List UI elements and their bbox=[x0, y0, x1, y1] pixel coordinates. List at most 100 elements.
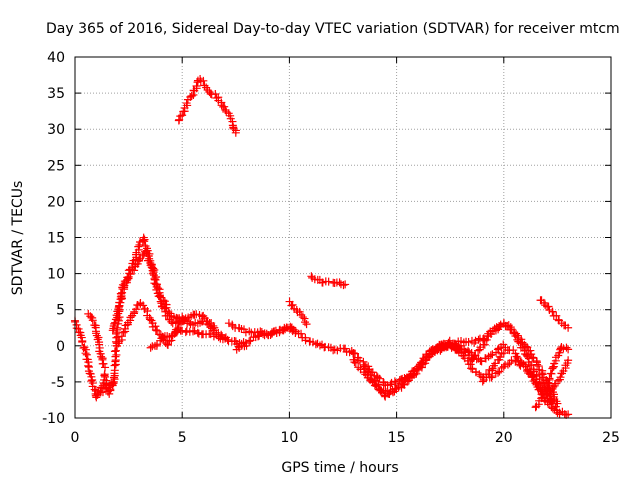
data-point bbox=[503, 360, 512, 369]
data-point bbox=[111, 318, 120, 327]
data-point bbox=[173, 327, 182, 336]
data-point bbox=[187, 91, 196, 100]
data-point bbox=[548, 307, 557, 316]
data-point bbox=[490, 324, 499, 333]
data-point bbox=[514, 337, 523, 346]
series-arc-5 bbox=[113, 298, 219, 351]
data-point bbox=[371, 376, 380, 385]
data-point bbox=[110, 319, 119, 328]
data-point bbox=[152, 280, 161, 289]
data-point bbox=[511, 357, 520, 366]
data-point bbox=[455, 345, 464, 354]
data-point bbox=[110, 361, 119, 370]
data-point bbox=[554, 315, 563, 324]
data-point bbox=[355, 356, 364, 365]
data-point bbox=[111, 315, 120, 324]
data-point bbox=[350, 358, 359, 367]
chart-title: Day 365 of 2016, Sidereal Day-to-day VTE… bbox=[46, 21, 620, 37]
data-point bbox=[376, 386, 385, 395]
data-point bbox=[163, 340, 172, 349]
data-point bbox=[151, 275, 160, 284]
data-point bbox=[92, 331, 101, 340]
y-tick-label: 0 bbox=[56, 339, 65, 355]
data-point bbox=[176, 112, 185, 121]
data-point bbox=[95, 340, 104, 349]
data-point bbox=[88, 316, 97, 325]
data-point bbox=[486, 351, 495, 360]
data-point bbox=[175, 115, 184, 124]
series-arc-17 bbox=[466, 319, 564, 419]
data-point bbox=[159, 296, 168, 305]
data-point bbox=[405, 372, 414, 381]
data-point bbox=[231, 128, 240, 137]
data-point bbox=[385, 390, 394, 399]
data-point bbox=[86, 312, 95, 321]
data-point bbox=[245, 327, 254, 336]
data-point bbox=[549, 399, 558, 408]
data-point bbox=[105, 389, 114, 398]
data-point bbox=[298, 313, 307, 322]
y-axis-label: SDTVAR / TECUs bbox=[10, 181, 26, 296]
data-point bbox=[315, 341, 324, 350]
data-point bbox=[427, 346, 436, 355]
data-point bbox=[520, 346, 529, 355]
data-point bbox=[464, 337, 473, 346]
data-point bbox=[135, 256, 144, 265]
data-point bbox=[537, 369, 546, 378]
data-point bbox=[301, 336, 310, 345]
data-point bbox=[182, 99, 191, 108]
y-tick-label: 30 bbox=[47, 122, 65, 138]
data-point bbox=[101, 372, 110, 381]
data-point bbox=[546, 369, 555, 378]
data-point bbox=[291, 327, 300, 336]
data-point bbox=[564, 323, 573, 332]
x-tick-label: 15 bbox=[388, 430, 406, 446]
series-arc-2 bbox=[84, 309, 110, 372]
data-point bbox=[341, 280, 350, 289]
data-point bbox=[220, 102, 229, 111]
data-point bbox=[297, 329, 306, 338]
x-axis-label: GPS time / hours bbox=[281, 460, 398, 476]
data-point bbox=[482, 335, 491, 344]
series-arc-21 bbox=[531, 356, 573, 412]
y-tick-label: 15 bbox=[47, 231, 65, 247]
data-point bbox=[549, 363, 558, 372]
data-point bbox=[140, 247, 149, 256]
series-arc-4 bbox=[108, 247, 230, 343]
data-point bbox=[499, 349, 508, 358]
data-point bbox=[154, 284, 163, 293]
y-tick-label: 5 bbox=[56, 303, 65, 319]
data-point bbox=[132, 305, 141, 314]
data-point bbox=[90, 385, 99, 394]
data-point bbox=[72, 324, 81, 333]
data-point bbox=[504, 321, 513, 330]
axis-ticks: 0 5 10 15 20 25 -10 -5 0 5 10 15 20 25 30 35 40 bbox=[42, 50, 620, 446]
data-point bbox=[130, 266, 139, 275]
data-point bbox=[562, 343, 571, 352]
grid bbox=[75, 57, 611, 418]
data-point bbox=[110, 347, 119, 356]
data-point bbox=[151, 325, 160, 334]
data-point bbox=[134, 242, 143, 251]
data-point bbox=[81, 349, 90, 358]
data-point bbox=[116, 295, 125, 304]
data-point bbox=[153, 326, 162, 335]
data-point bbox=[527, 361, 536, 370]
y-tick-label: 25 bbox=[47, 158, 65, 174]
data-point bbox=[167, 332, 176, 341]
data-point bbox=[366, 370, 375, 379]
data-point bbox=[126, 313, 135, 322]
data-point bbox=[548, 364, 557, 373]
data-point bbox=[203, 317, 212, 326]
data-point bbox=[108, 380, 117, 389]
data-point bbox=[511, 356, 520, 365]
data-point bbox=[162, 303, 171, 312]
data-point bbox=[513, 335, 522, 344]
data-point bbox=[519, 360, 528, 369]
series-arc-7 bbox=[174, 74, 240, 137]
data-point bbox=[380, 391, 389, 400]
data-point bbox=[564, 410, 573, 419]
data-point bbox=[528, 372, 537, 381]
series-arc-10 bbox=[285, 297, 311, 329]
data-point bbox=[478, 377, 487, 386]
